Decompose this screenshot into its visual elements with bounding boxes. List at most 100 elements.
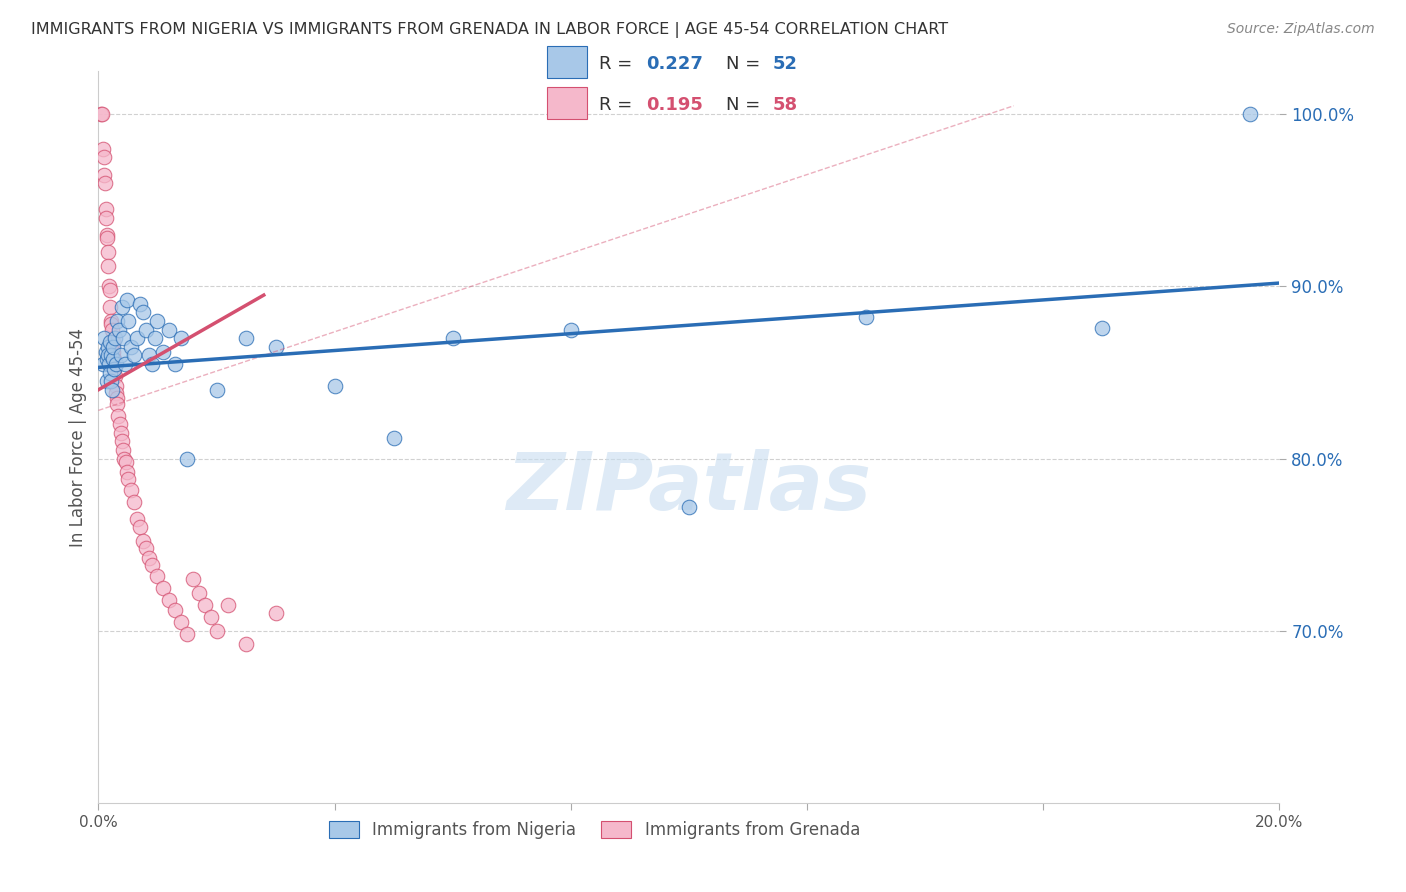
Point [98, 334, 121, 349]
Point [94, 211, 117, 225]
Point [112, 331, 135, 345]
Point [108, 417, 131, 432]
Point [97, 245, 120, 260]
Point [94, 202, 117, 216]
Point [143, 331, 166, 345]
Point [117, 472, 139, 486]
Text: R =: R = [599, 55, 638, 73]
Point [110, 348, 132, 362]
Point [91, 107, 114, 121]
Point [235, 637, 257, 651]
Point [165, 357, 187, 371]
Point [323, 379, 346, 393]
Point [135, 322, 157, 336]
Text: Source: ZipAtlas.com: Source: ZipAtlas.com [1227, 22, 1375, 37]
Point [157, 592, 180, 607]
Point [93, 150, 115, 164]
Point [105, 357, 128, 371]
Point [103, 351, 125, 366]
Point [97, 340, 120, 354]
Y-axis label: In Labor Force | Age 45-54: In Labor Force | Age 45-54 [69, 327, 87, 547]
Point [100, 318, 122, 332]
Point [146, 314, 169, 328]
Point [103, 362, 125, 376]
Point [101, 351, 124, 366]
Point [152, 344, 174, 359]
Point [96, 227, 118, 242]
Point [112, 442, 135, 457]
Point [114, 455, 136, 469]
Point [91, 142, 114, 156]
Point [1239, 107, 1261, 121]
Point [132, 534, 155, 549]
Point [110, 425, 132, 440]
Point [96, 374, 118, 388]
Point [120, 340, 142, 354]
Point [120, 483, 142, 497]
Point [93, 331, 115, 345]
Point [678, 500, 700, 514]
Point [105, 314, 128, 328]
Point [111, 300, 134, 314]
Point [103, 340, 125, 354]
Point [96, 351, 118, 366]
Point [125, 512, 148, 526]
Point [170, 331, 193, 345]
Text: N =: N = [725, 96, 766, 114]
Point [122, 494, 145, 508]
Point [138, 348, 160, 362]
Point [441, 331, 464, 345]
Point [105, 396, 128, 410]
Point [98, 357, 121, 371]
FancyBboxPatch shape [547, 87, 586, 119]
Point [100, 314, 122, 328]
Point [90, 107, 112, 121]
Point [101, 322, 124, 336]
Point [97, 259, 120, 273]
Point [194, 598, 217, 612]
Point [115, 293, 138, 308]
Point [152, 581, 174, 595]
Point [105, 392, 128, 406]
Point [382, 431, 405, 445]
Point [141, 357, 163, 371]
Point [157, 322, 180, 336]
Point [181, 572, 204, 586]
Point [104, 331, 127, 345]
Point [855, 310, 877, 325]
Point [100, 348, 122, 362]
Point [115, 466, 138, 480]
Point [105, 386, 128, 401]
Legend: Immigrants from Nigeria, Immigrants from Grenada: Immigrants from Nigeria, Immigrants from… [322, 814, 866, 846]
Point [93, 168, 115, 182]
Point [205, 383, 228, 397]
Text: 58: 58 [772, 96, 797, 114]
Point [165, 603, 187, 617]
Point [103, 362, 125, 376]
Point [91, 357, 114, 371]
Point [146, 568, 169, 582]
Point [264, 607, 287, 621]
Point [560, 322, 582, 336]
Point [187, 586, 209, 600]
Point [112, 451, 135, 466]
Point [108, 322, 131, 336]
Point [170, 615, 193, 629]
Point [97, 348, 120, 362]
Point [107, 409, 129, 423]
Point [122, 348, 145, 362]
Point [101, 334, 124, 349]
FancyBboxPatch shape [547, 46, 586, 78]
Point [100, 374, 122, 388]
Point [176, 627, 198, 641]
Point [141, 558, 163, 573]
Point [98, 283, 121, 297]
Point [235, 331, 257, 345]
Point [135, 541, 157, 555]
Text: 52: 52 [772, 55, 797, 73]
Text: N =: N = [725, 55, 766, 73]
Point [128, 520, 150, 534]
Text: R =: R = [599, 96, 638, 114]
Point [125, 331, 148, 345]
Point [117, 314, 139, 328]
